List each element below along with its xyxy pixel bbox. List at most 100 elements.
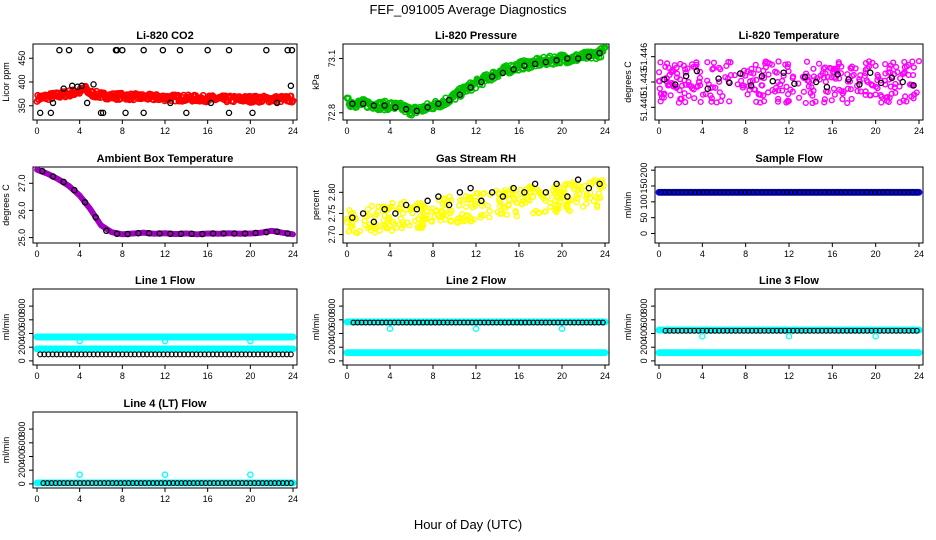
y-tick-label: 26.0 [17, 202, 27, 220]
data-point [183, 109, 190, 117]
data-point [115, 351, 122, 358]
data-point [587, 319, 594, 326]
data-point [526, 185, 533, 192]
data-point [247, 471, 254, 478]
data-point [553, 180, 560, 188]
y-axis-label: degrees C [1, 184, 11, 226]
data-point [828, 74, 835, 81]
data-point [231, 480, 238, 487]
data-point [817, 189, 824, 196]
y-tick-label: 600 [327, 312, 337, 327]
data-point [510, 184, 517, 192]
x-tick-label: 24 [600, 371, 610, 381]
data-point [431, 213, 438, 220]
series-average [37, 351, 294, 358]
series-average [662, 327, 920, 334]
data-point [897, 327, 904, 334]
data-point [514, 319, 520, 326]
data-point [349, 100, 356, 107]
data-point [913, 189, 920, 196]
data-point [250, 351, 257, 358]
data-point [736, 327, 743, 334]
data-point [834, 189, 841, 196]
data-point [915, 58, 923, 65]
data-point [901, 189, 908, 196]
chart-title: Li-820 Pressure [435, 30, 517, 42]
data-point [501, 187, 509, 194]
x-tick-label: 16 [514, 371, 524, 381]
data-point [574, 176, 582, 183]
data-point [596, 49, 603, 57]
data-point [531, 60, 539, 68]
data-point [172, 351, 179, 358]
data-point [800, 189, 807, 196]
data-point [847, 327, 854, 334]
data-point [435, 193, 442, 200]
data-point [775, 189, 782, 196]
x-tick-label: 8 [430, 126, 435, 136]
data-point [177, 230, 185, 238]
data-point [691, 327, 698, 334]
data-point [456, 189, 464, 196]
data-point [740, 82, 747, 89]
y-tick-label: 2.70 [327, 226, 337, 244]
x-tick-label: 16 [203, 126, 213, 136]
data-point [674, 327, 681, 334]
data-point [145, 229, 153, 237]
data-point [37, 351, 44, 358]
data-point [129, 480, 136, 487]
data-point [768, 61, 776, 68]
data-point [846, 189, 853, 196]
data-point [197, 351, 204, 358]
data-point [407, 319, 414, 326]
x-tick-label: 24 [914, 371, 924, 381]
data-point [349, 214, 356, 221]
data-point [389, 199, 396, 207]
data-point [111, 351, 118, 358]
data-point [85, 480, 91, 487]
x-tick-label: 24 [288, 494, 298, 504]
data-point [780, 72, 787, 79]
x-tick-label: 4 [77, 126, 82, 136]
x-tick-label: 4 [387, 249, 392, 259]
data-point [188, 230, 195, 238]
data-point [842, 189, 849, 196]
y-tick-label: 73.1 [327, 50, 337, 68]
data-point [906, 81, 914, 88]
data-point [287, 82, 295, 90]
data-point [93, 480, 100, 487]
data-point [765, 71, 772, 78]
data-point [168, 351, 175, 358]
data-point [178, 480, 185, 487]
data-point [70, 351, 77, 358]
data-point [893, 327, 900, 334]
x-tick-label: 8 [743, 126, 748, 136]
data-point [496, 203, 504, 210]
data-point [121, 480, 128, 487]
data-point [915, 349, 923, 357]
x-tick-label: 8 [743, 249, 748, 259]
data-point [812, 98, 819, 105]
data-point [542, 319, 549, 326]
data-point [76, 337, 83, 345]
data-point [488, 73, 496, 80]
y-tick-label: 2.80 [327, 184, 337, 202]
x-tick-label: 8 [120, 126, 125, 136]
data-point [835, 327, 842, 334]
y-tick-label: 27.0 [17, 175, 27, 193]
data-point [573, 192, 580, 199]
data-point [402, 105, 410, 113]
data-point [251, 480, 258, 487]
data-point [246, 351, 253, 358]
data-point [839, 327, 846, 334]
data-point [519, 198, 527, 205]
chart-title: Line 1 Flow [135, 275, 195, 287]
data-point [445, 96, 453, 104]
data-point [473, 319, 480, 326]
y-tick-label: 800 [17, 422, 27, 437]
data-point [558, 325, 566, 332]
data-point [754, 189, 761, 196]
data-point [460, 319, 467, 326]
data-point [868, 327, 875, 334]
data-point [734, 81, 741, 88]
